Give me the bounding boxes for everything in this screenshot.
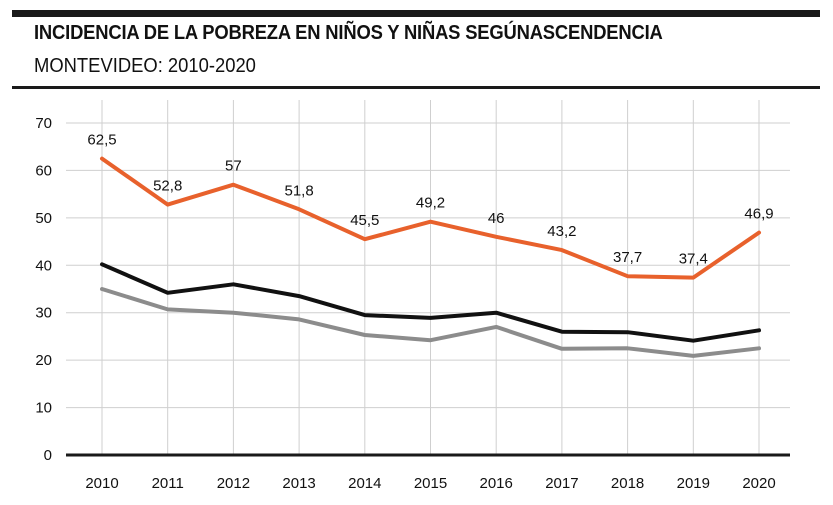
y-tick-label: 50 [35,210,52,227]
x-tick-label: 2012 [217,475,250,492]
data-label: 37,4 [679,251,708,268]
x-tick-label: 2017 [545,475,578,492]
data-label: 49,2 [416,195,445,212]
data-labels: 62,5 52,8 57 51,8 45,5 49,2 46 43,2 37,7 37,4 46,9 [87,132,773,268]
x-tick-label: 2020 [742,475,775,492]
x-tick-label: 2011 [152,475,184,492]
data-label: 43,2 [547,223,576,240]
y-axis: 0 10 20 30 40 50 60 70 [35,115,52,464]
series-line-afro [100,156,761,280]
x-tick-label: 2015 [414,475,447,492]
series-lines [100,156,761,358]
data-label: 46,9 [744,206,773,223]
y-tick-label: 20 [35,352,52,369]
x-tick-label: 2013 [282,475,315,492]
y-tick-label: 10 [35,400,52,417]
top-rule [12,10,820,17]
series-line-no-afro [100,287,761,358]
data-label: 57 [225,158,242,175]
chart-subtitle: MONTEVIDEO: 2010-2020 [34,55,256,77]
data-label: 46 [488,210,505,227]
y-tick-label: 70 [35,115,52,132]
header-rule [12,86,820,89]
x-tick-label: 2018 [611,475,644,492]
data-label: 51,8 [284,182,313,199]
series-line-total [100,262,761,343]
data-label: 62,5 [87,132,116,149]
y-tick-label: 60 [35,162,52,179]
x-tick-label: 2014 [348,475,381,492]
x-tick-label: 2010 [85,475,118,492]
data-label: 45,5 [350,212,379,229]
chart-title: INCIDENCIA DE LA POBREZA EN NIÑOS Y NIÑA… [34,22,663,44]
data-label: 52,8 [153,178,182,195]
x-axis: 2010 2011 2012 2013 2014 2015 2016 2017 2018 2019… [66,453,790,492]
x-tick-label: 2016 [480,475,513,492]
data-label: 37,7 [613,249,642,266]
y-tick-label: 0 [44,447,52,464]
y-tick-label: 40 [35,257,52,274]
y-tick-label: 30 [35,305,52,322]
x-tick-label: 2019 [677,475,710,492]
